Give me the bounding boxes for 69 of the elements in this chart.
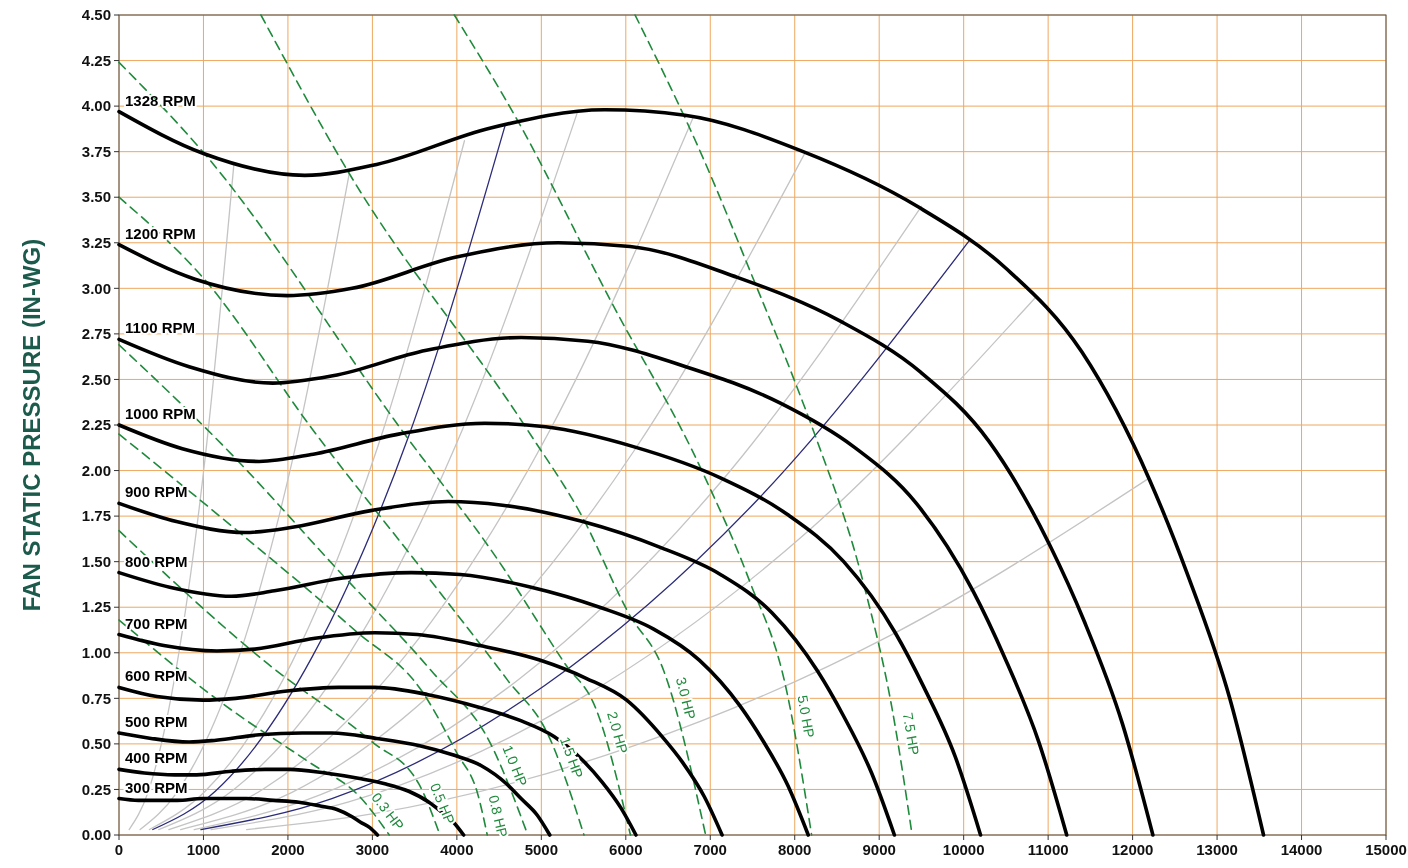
x-tick-label: 7000 — [693, 841, 727, 858]
x-tick-label: 3000 — [355, 841, 390, 858]
y-tick-label: 0.00 — [81, 826, 111, 844]
y-tick-label: 1.75 — [81, 507, 111, 525]
x-tick-label: 1000 — [186, 841, 221, 858]
line-series — [117, 499, 897, 837]
x-tick-label: 2000 — [271, 841, 305, 858]
line-series — [118, 433, 489, 836]
text: 1.5 HP — [556, 734, 587, 781]
x-tick-label: 0 — [114, 841, 124, 858]
y-tick-label: 3.50 — [81, 188, 111, 206]
series-label: 400 RPM — [125, 749, 188, 767]
series-label: 700 RPM — [125, 614, 188, 632]
y-tick-label: 2.50 — [81, 370, 111, 388]
x-tick-label: 14000 — [1280, 841, 1323, 858]
x-tick-label: 12000 — [1111, 841, 1154, 858]
series-label: 900 RPM — [125, 483, 188, 501]
y-tick-label: 1.00 — [81, 644, 111, 662]
series-label: 800 RPM — [125, 552, 188, 570]
line-series — [117, 767, 466, 837]
series-label: 1000 RPM — [125, 405, 196, 422]
y-tick-label: 2.25 — [81, 416, 111, 434]
x-tick-label: 9000 — [862, 841, 896, 858]
x-tick-label: 8000 — [778, 841, 812, 858]
y-tick-label: 4.00 — [81, 97, 111, 115]
x-tick-label: 11000 — [1027, 841, 1069, 858]
text: 3.0 HP — [672, 675, 700, 721]
y-tick-label: 1.25 — [81, 598, 111, 616]
y-tick-label: 3.25 — [81, 234, 111, 252]
line-series — [117, 107, 1266, 837]
line-series — [117, 630, 724, 837]
y-tick-label: 0.75 — [81, 689, 111, 707]
line-series — [117, 421, 983, 837]
line-series — [453, 14, 813, 836]
series-label: 500 RPM — [125, 712, 188, 730]
x-tick-label: 4000 — [440, 841, 474, 858]
y-tick-label: 2.75 — [81, 325, 111, 343]
y-tick-label: 0.25 — [81, 780, 111, 798]
x-tick-label: 10000 — [942, 841, 985, 858]
series-label: 1328 RPM — [125, 91, 196, 109]
line-series — [117, 731, 552, 837]
text: 0.8 HP — [485, 793, 511, 839]
series-label: 1200 RPM — [125, 224, 196, 242]
text: 1.0 HP — [499, 742, 531, 789]
line-series — [260, 14, 707, 836]
series-label: 600 RPM — [125, 667, 188, 685]
x-tick-label: 15000 — [1365, 841, 1407, 858]
line-series — [118, 196, 585, 836]
y-tick-label: 3.00 — [81, 279, 111, 297]
y-tick-label: 4.50 — [81, 6, 111, 24]
y-tick-label: 2.00 — [81, 461, 111, 479]
y-tick-label: 4.25 — [81, 51, 111, 69]
text: 2.0 HP — [604, 709, 631, 756]
series-label: 1100 RPM — [125, 319, 196, 337]
text: 0.5 HP — [426, 780, 459, 827]
text: 0.3 HP — [368, 789, 408, 834]
text: 7.5 HP — [899, 711, 923, 757]
line-series — [117, 335, 1069, 837]
x-tick-label: 6000 — [609, 841, 643, 858]
y-tick-label: 1.50 — [81, 552, 111, 570]
line-series — [117, 685, 638, 837]
y-tick-label: 3.75 — [81, 142, 111, 160]
y-axis-title: FAN STATIC PRESSURE (IN-WG) — [18, 238, 45, 612]
y-tick-label: 0.50 — [81, 735, 111, 753]
line-series — [118, 61, 632, 836]
x-tick-label: 13000 — [1196, 841, 1238, 858]
line-series — [117, 240, 1155, 837]
x-tick-label: 5000 — [524, 841, 559, 858]
text: 5.0 HP — [794, 693, 818, 739]
